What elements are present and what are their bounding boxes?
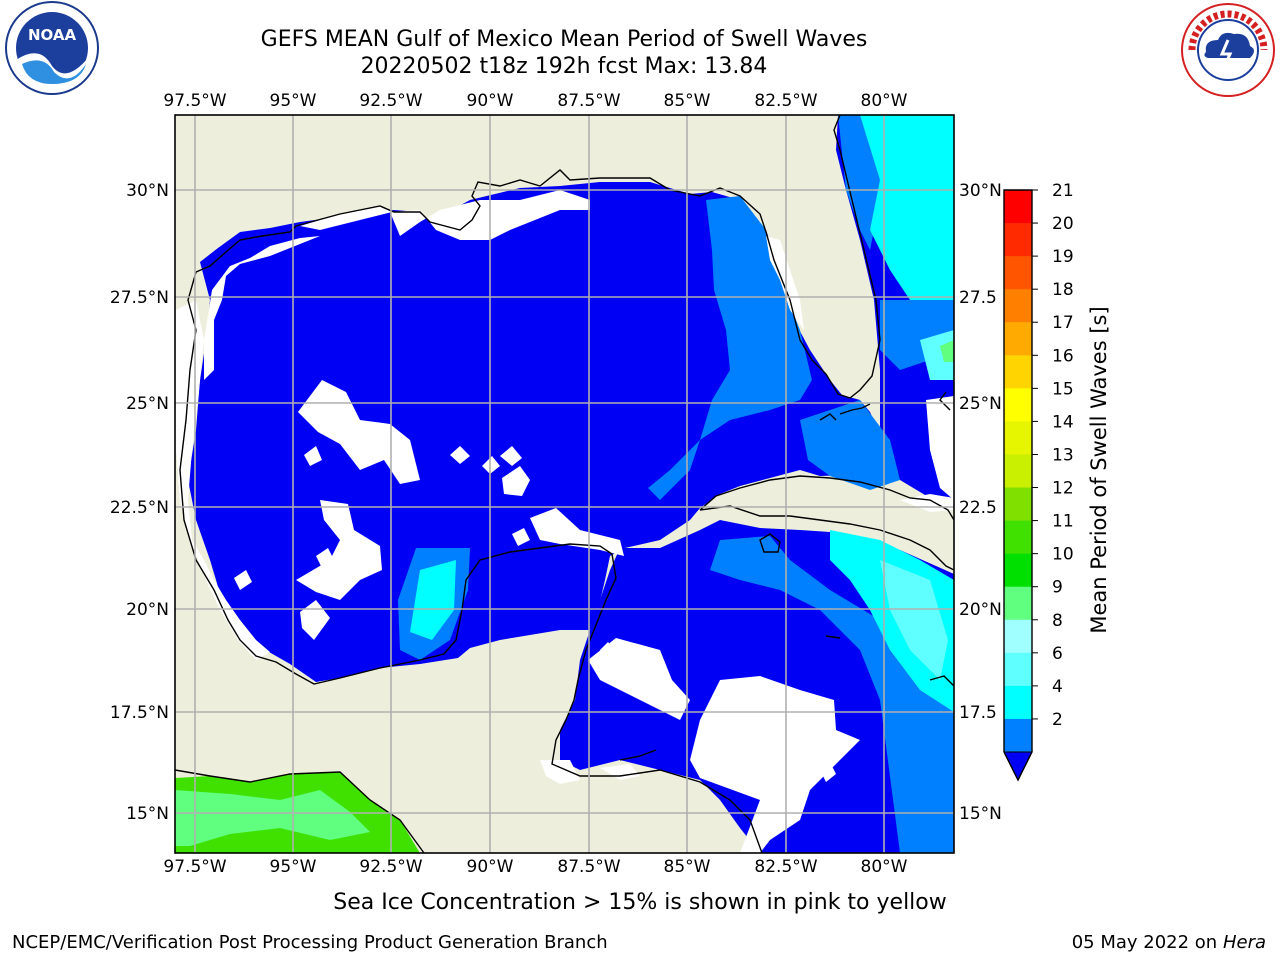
colorbar-tick-label: 9 xyxy=(1052,578,1063,598)
noaa-logo: NOAA xyxy=(5,1,99,95)
colorbar-swatch xyxy=(1004,487,1032,522)
lon-label: 95°W xyxy=(270,857,317,877)
colorbar-swatch xyxy=(1004,289,1032,323)
colorbar-swatch xyxy=(1004,355,1032,389)
colorbar-swatch xyxy=(1004,586,1032,621)
colorbar-tick-label: 14 xyxy=(1052,412,1074,432)
lon-label: 95°W xyxy=(270,91,317,111)
lon-label: 82.5°W xyxy=(754,91,817,111)
colorbar-tick-label: 17 xyxy=(1052,313,1074,333)
lat-label: 30°N xyxy=(126,181,169,201)
colorbar-tick-label: 8 xyxy=(1052,611,1063,631)
map-frame xyxy=(174,114,955,854)
lat-label: 30°N xyxy=(959,181,1002,201)
colorbar-tick-label: 4 xyxy=(1052,677,1063,697)
colorbar-swatch xyxy=(1004,652,1032,687)
footer-credit: NCEP/EMC/Verification Post Processing Pr… xyxy=(12,932,608,953)
colorbar-swatch xyxy=(1004,388,1032,422)
colorbar-tick-label: 11 xyxy=(1052,512,1074,532)
lon-label: 90°W xyxy=(467,91,514,111)
lon-label: 82.5°W xyxy=(754,857,817,877)
colorbar-tick-label: 6 xyxy=(1052,644,1063,664)
lat-label: 17.5°N xyxy=(110,703,169,723)
nws-logo xyxy=(1181,3,1275,97)
colorbar-swatch xyxy=(1004,685,1032,720)
lon-labels-bottom: 97.5°W 95°W 92.5°W 90°W 87.5°W 85°W 82.5… xyxy=(163,857,907,877)
lat-label: 25°N xyxy=(126,394,169,414)
colorbar-label: Mean Period of Swell Waves [s] xyxy=(1087,306,1111,633)
coastlines xyxy=(174,114,955,854)
sea-ice-note: Sea Ice Concentration > 15% is shown in … xyxy=(333,890,947,915)
colorbar-extend xyxy=(1003,751,1033,782)
colorbar-tick-label: 10 xyxy=(1052,545,1074,565)
colorbar-tick-label: 2 xyxy=(1052,710,1063,730)
lat-label: 25°N xyxy=(959,394,1002,414)
colorbar-tick-label: 16 xyxy=(1052,346,1074,366)
lon-label: 85°W xyxy=(664,857,711,877)
colorbar-tick-label: 20 xyxy=(1052,214,1074,234)
colorbar-swatch xyxy=(1004,718,1032,753)
lat-label: 15°N xyxy=(126,804,169,824)
lon-label: 97.5°W xyxy=(163,857,226,877)
footer-date: 05 May 2022 on Hera xyxy=(1072,932,1266,953)
lon-label: 87.5°W xyxy=(557,91,620,111)
lon-label: 97.5°W xyxy=(163,91,226,111)
lat-label: 17.5 xyxy=(959,703,997,723)
lon-labels-top: 97.5°W 95°W 92.5°W 90°W 87.5°W 85°W 82.5… xyxy=(163,91,907,111)
colorbar-tick-label: 19 xyxy=(1052,247,1074,267)
lat-labels-left: 30°N 27.5°N 25°N 22.5°N 20°N 17.5°N 15°N xyxy=(110,181,169,824)
lat-label: 22.5°N xyxy=(110,498,169,518)
colorbar-swatch xyxy=(1004,619,1032,654)
lon-label: 90°W xyxy=(467,857,514,877)
no-data-patches xyxy=(176,190,954,853)
chart-subtitle: 20220502 t18z 192h fcst Max: 13.84 xyxy=(360,54,768,79)
lon-label: 92.5°W xyxy=(359,91,422,111)
colorbar-swatch xyxy=(1004,454,1032,489)
lat-label: 22.5 xyxy=(959,498,997,518)
lat-label: 15°N xyxy=(959,804,1002,824)
lat-label: 20°N xyxy=(959,600,1002,620)
colorbar-swatch xyxy=(1004,322,1032,356)
colorbar-tick-label: 15 xyxy=(1052,379,1074,399)
colorbar-swatch xyxy=(1004,520,1032,555)
colorbar-tick-label: 18 xyxy=(1052,280,1074,300)
lon-label: 80°W xyxy=(861,857,908,877)
svg-text:NOAA: NOAA xyxy=(28,26,77,44)
lon-label: 85°W xyxy=(664,91,711,111)
lat-labels-right: 30°N 27.5 25°N 22.5 20°N 17.5 15°N xyxy=(959,181,1002,824)
lat-label: 20°N xyxy=(126,600,169,620)
colorbar-frame xyxy=(1003,189,1033,782)
colorbar-tick-label: 12 xyxy=(1052,479,1074,499)
colorbar-tick-label: 13 xyxy=(1052,445,1074,465)
colorbar-tick-label: 21 xyxy=(1052,181,1074,201)
map-layers xyxy=(174,114,955,854)
colorbar-swatch xyxy=(1004,190,1032,224)
lon-label: 80°W xyxy=(861,91,908,111)
colorbar xyxy=(1003,189,1033,782)
colorbar-ticks: 21 20 19 18 17 16 15 14 13 12 11 10 9 8 6 4 2 xyxy=(1032,181,1074,730)
lon-label: 87.5°W xyxy=(557,857,620,877)
lat-label: 27.5°N xyxy=(110,288,169,308)
lon-label: 92.5°W xyxy=(359,857,422,877)
colorbar-swatch xyxy=(1004,223,1032,257)
colorbar-swatch xyxy=(1004,256,1032,290)
footer-machine: Hera xyxy=(1222,932,1266,953)
swell-4-6-east-gulf xyxy=(648,196,812,500)
graticule xyxy=(175,115,954,853)
colorbar-swatch xyxy=(1004,553,1032,588)
chart-title: GEFS MEAN Gulf of Mexico Mean Period of … xyxy=(260,27,868,52)
footer-date-text: 05 May 2022 on xyxy=(1071,932,1218,953)
lat-label: 27.5 xyxy=(959,288,997,308)
colorbar-swatch xyxy=(1004,421,1032,455)
